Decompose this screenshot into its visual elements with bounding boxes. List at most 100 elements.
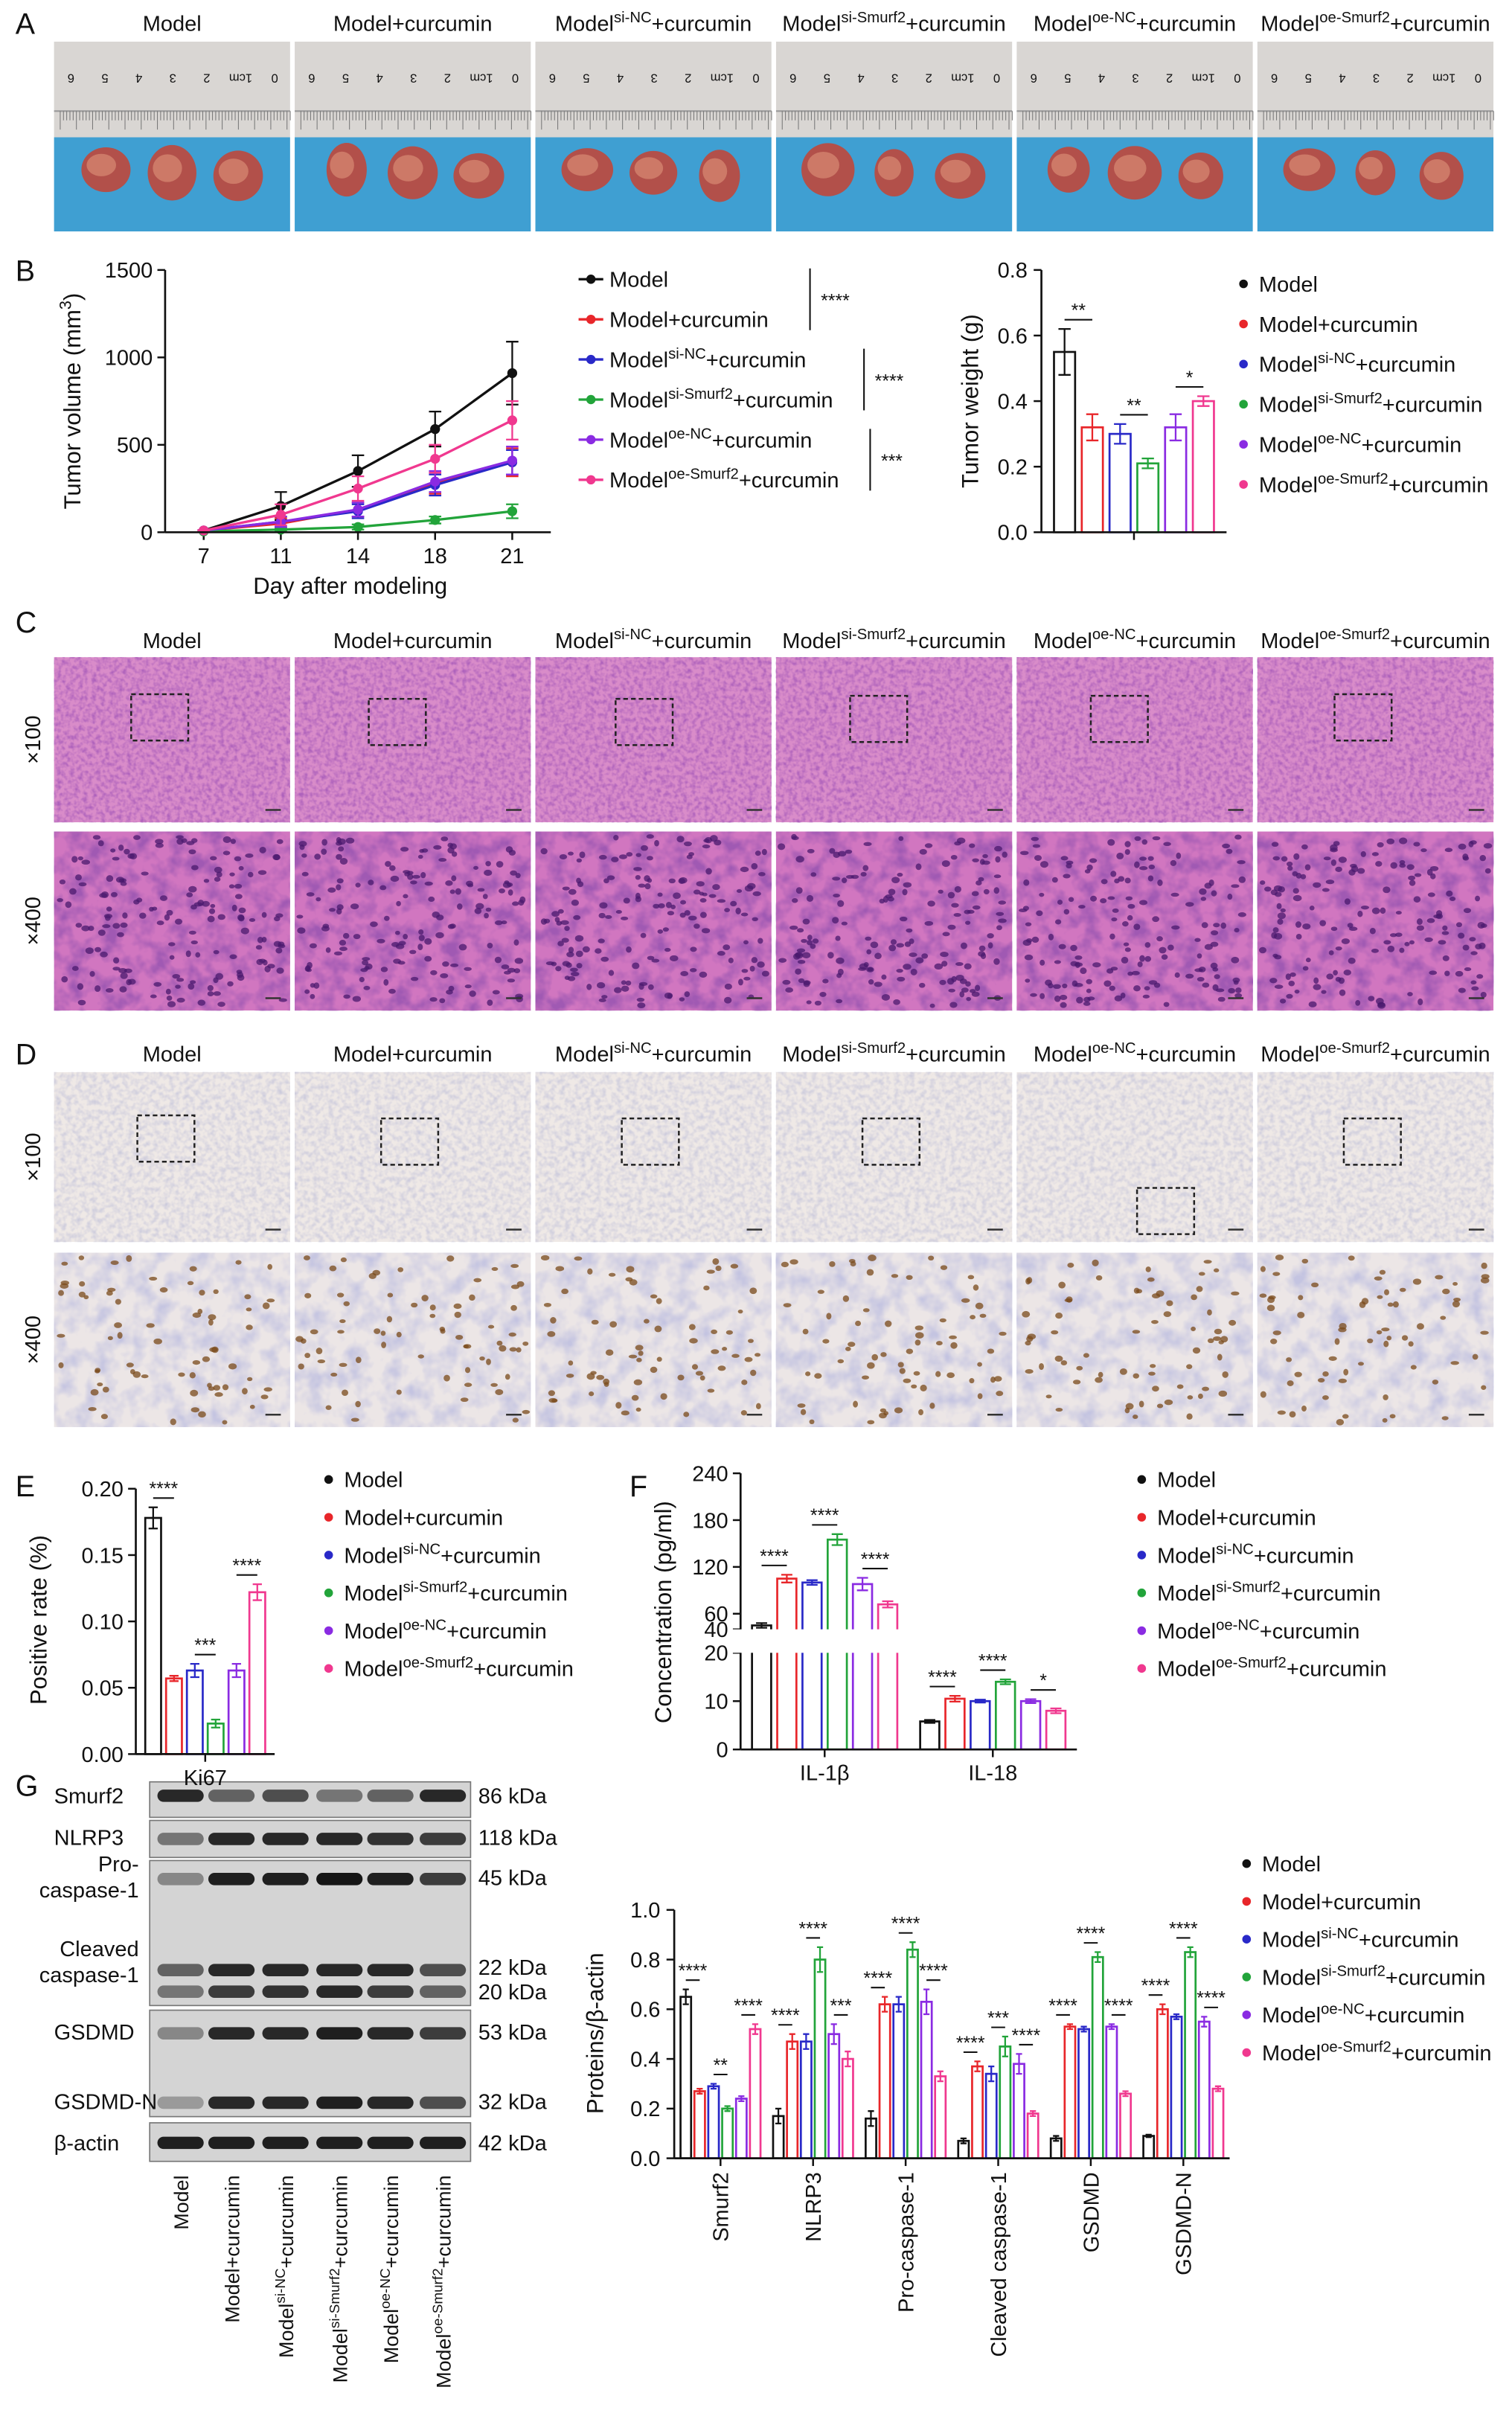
nucleus [513,939,519,946]
ruler-label: 2 [203,71,210,86]
blot-band [367,2136,414,2150]
nucleus [1063,874,1071,879]
nucleus [1026,1277,1033,1284]
nucleus [1328,1356,1337,1361]
y-tick-label: 1000 [105,347,153,371]
nucleus [474,908,482,914]
nucleus [836,999,843,1004]
data-point [353,522,363,532]
nucleus [911,1384,917,1388]
x-tick-label: NLRP3 [802,2172,826,2242]
bar [934,2075,947,2159]
nucleus [1416,1323,1424,1330]
nucleus [967,1275,975,1280]
error-bar [1058,327,1071,376]
protein-label: NLRP3 [54,1827,124,1851]
nucleus [1305,958,1311,963]
nucleus [1163,1002,1170,1007]
ruler-label: 2 [444,71,451,86]
blot-band [157,1790,204,1802]
micrograph-texture [775,657,1013,823]
nucleus [166,995,173,1001]
text-part: Model+curcumin [1262,1891,1421,1915]
nucleus [439,998,446,1004]
nucleus [464,967,472,971]
nucleus [418,935,425,941]
text-part: Model [1034,12,1092,36]
nucleus [460,1397,469,1403]
text-part: Model [555,1042,614,1066]
blot-band [367,1964,414,1976]
ruler-label: 5 [342,71,349,86]
nucleus [1039,892,1045,897]
lane-label: Modelsi-NC+curcumin [272,2175,298,2358]
nucleus [228,1363,237,1370]
nucleus [124,848,130,855]
nucleus [626,1266,635,1273]
nucleus [464,984,472,989]
nucleus [955,962,964,967]
nucleus [880,1352,887,1357]
nucleus [814,1000,821,1006]
nucleus [1380,907,1386,914]
nucleus [153,1338,162,1345]
blot-band [208,1790,255,1802]
nucleus [1357,911,1363,917]
nucleus [321,926,330,932]
nucleus [1322,888,1330,892]
nucleus [126,1362,134,1368]
nucleus [982,853,988,859]
nucleus [668,878,676,884]
nucleus [189,1372,196,1379]
nucleus [1138,1400,1144,1408]
nucleus [159,1287,168,1293]
text-part: +curcumin [1386,1966,1486,1990]
bar [906,1948,919,2159]
nucleus [314,853,321,860]
nucleus [547,1330,556,1337]
nucleus [1231,1291,1240,1296]
nucleus [1413,842,1420,847]
error-bar [1197,395,1210,407]
nucleus [977,1362,982,1367]
error-bar [831,1533,843,1546]
nucleus [1204,943,1213,950]
nucleus [1192,1347,1201,1354]
nucleus [202,1356,211,1362]
legend-marker [1137,1588,1147,1598]
significance-label: **** [798,1918,827,1939]
nucleus [1234,993,1243,999]
nucleus [599,902,608,909]
nucleus [207,991,214,997]
nucleus [1308,1001,1317,1007]
nucleus [571,900,580,906]
error-bar [895,1996,902,2013]
nucleus [899,1368,906,1374]
nucleus [819,992,827,997]
legend-label: Model [1262,1853,1321,1877]
nucleus [1343,1368,1349,1376]
nucleus [1153,982,1161,988]
nucleus [947,924,956,930]
nucleus [1040,993,1045,999]
nucleus [199,1289,205,1296]
nucleus [670,904,676,909]
legend-label: Modeloe-NC+curcumin [1259,431,1461,458]
nucleus [513,968,521,974]
nucleus [717,1365,726,1371]
nucleus [802,1328,809,1335]
nucleus [568,1360,574,1366]
x-tick-label: 14 [346,545,370,568]
nucleus [419,848,425,853]
nucleus [914,1325,924,1330]
nucleus [1463,908,1472,914]
nucleus [309,943,317,949]
nucleus [278,998,287,1002]
nucleus [1458,843,1467,850]
nucleus [1083,1002,1091,1006]
nucleus [337,1330,345,1334]
micrograph-texture [775,1252,1013,1427]
nucleus [306,968,312,973]
nucleus [737,1310,743,1314]
zoom-box [615,697,674,746]
